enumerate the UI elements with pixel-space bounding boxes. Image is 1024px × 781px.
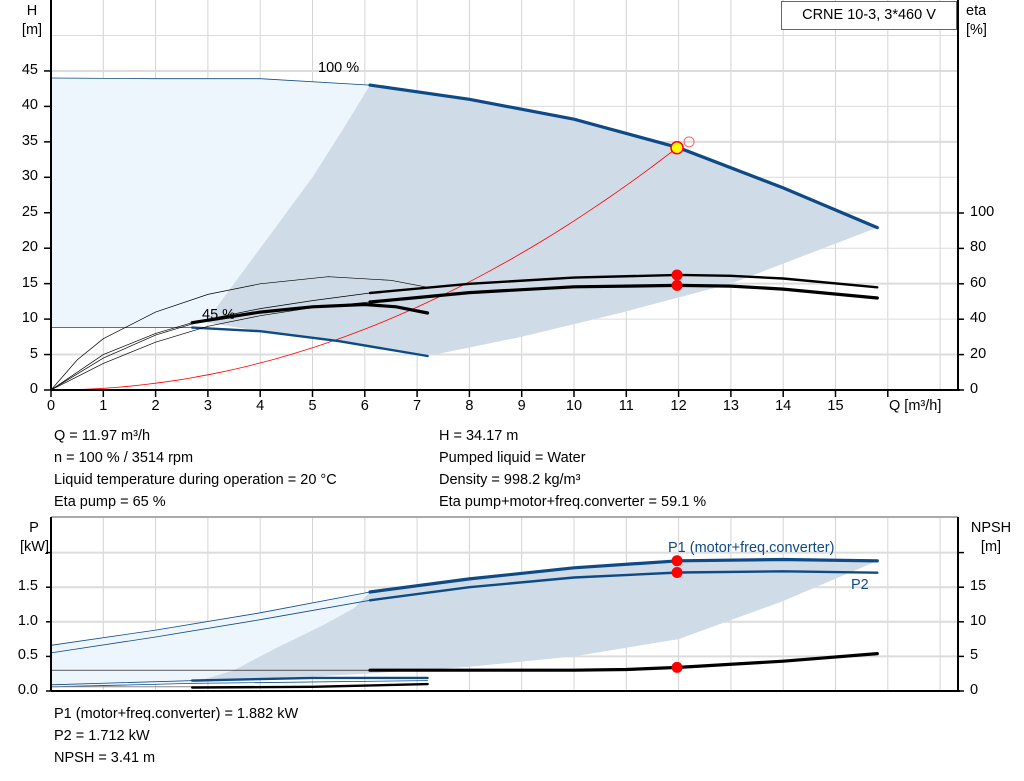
p-tick-label: 1.0: [17, 612, 38, 629]
npsh-tick-label: 0: [970, 682, 979, 698]
h-tick-label: 25: [21, 203, 38, 220]
x-tick-label: 6: [360, 398, 369, 414]
x-tick-label: 14: [775, 398, 792, 414]
curve-h100: [368, 83, 879, 230]
operating-point-head: [670, 140, 684, 155]
operating-point-eta-total: [671, 279, 683, 291]
x-tick-label: 0: [46, 398, 56, 414]
info-temperature: Liquid temperature during operation = 20…: [54, 472, 337, 488]
x-tick-label: 2: [151, 398, 160, 414]
curve-p2: [368, 570, 879, 602]
q-axis-label: Q [m³/h]: [889, 398, 942, 414]
curve-h45: [190, 326, 429, 358]
curve-p2_45: [50, 680, 429, 688]
info-npsh: NPSH = 3.41 m: [54, 750, 156, 766]
eta-tick-label: 40: [970, 310, 987, 327]
eta-tick-label: 100: [970, 204, 995, 220]
operating-region-dark: [207, 85, 878, 356]
h-tick-label: 45: [21, 61, 38, 78]
curve-p1_thin: [50, 591, 371, 646]
p-tick-label: 0.5: [17, 647, 38, 664]
npsh-tick-label: 5: [970, 647, 979, 664]
x-tick-label: 7: [413, 398, 422, 414]
pump-title-box: CRNE 10-3, 3*460 V: [781, 1, 957, 30]
x-tick-label: 10: [565, 398, 583, 414]
eta-axis-label-text: eta [%]: [966, 3, 987, 38]
curve-h100_thin: [50, 77, 371, 86]
npsh-tick-label: 15: [970, 578, 987, 595]
x-tick-label: 9: [517, 398, 526, 414]
npsh-tick-label: 10: [970, 612, 987, 629]
h-tick-label: 40: [21, 97, 38, 114]
curve-p1: [368, 557, 879, 594]
curve-p1_45: [190, 676, 429, 682]
system-curve: [50, 146, 679, 391]
operating-point-npsh: [671, 661, 683, 673]
eta-axis-label: eta [%]: [966, 2, 987, 40]
power-region-dark: [192, 559, 878, 683]
x-tick-label: 1: [99, 398, 108, 414]
x-tick-label: 15: [827, 398, 844, 414]
x-tick-label: 5: [308, 398, 317, 414]
h-tick-label: 35: [21, 132, 38, 149]
info-density: Density = 998.2 kg/m³: [439, 472, 581, 488]
info-head: H = 34.17 m: [439, 428, 519, 444]
label-100-percent: 100 %: [318, 60, 360, 76]
p-tick-label: 0.0: [17, 682, 38, 698]
curve-npsh: [368, 651, 879, 672]
eta-tick-label: 0: [970, 381, 979, 397]
curve-eta45_thin: [50, 276, 428, 391]
info-eta-pump: Eta pump = 65 %: [54, 494, 166, 510]
curve-eta45_ext: [50, 322, 193, 391]
h-tick-label: 15: [21, 274, 38, 291]
p-tick-label: 1.5: [17, 578, 38, 595]
h-tick-label: 5: [29, 345, 38, 362]
x-tick-label: 3: [203, 398, 212, 414]
npsh-axis-label-text: NPSH [m]: [970, 520, 1012, 555]
h-tick-label: 10: [21, 310, 38, 327]
curve-eta45: [190, 302, 430, 325]
x-tick-label: 8: [465, 398, 474, 414]
operating-point-p1: [671, 555, 683, 567]
h-tick-label: 20: [21, 239, 38, 256]
label-45-percent: 45 %: [202, 307, 236, 323]
h-tick-label: 30: [21, 168, 38, 185]
info-flow: Q = 11.97 m³/h: [54, 428, 151, 444]
info-right: H = 34.17 m Pumped liquid = Water Densit…: [439, 425, 706, 513]
label-p2: P2: [851, 577, 869, 593]
h-tick-label: 0: [29, 381, 38, 397]
eta-tick-label: 60: [970, 274, 987, 291]
curve-npsh45: [190, 682, 429, 689]
info-left: Q = 11.97 m³/h n = 100 % / 3514 rpm Liqu…: [54, 425, 337, 513]
npsh-axis-label: NPSH [m]: [966, 519, 1016, 557]
x-tick-label: 13: [722, 398, 739, 414]
info-bottom: P1 (motor+freq.converter) = 1.882 kW P2 …: [54, 703, 298, 769]
p-axis-label-text: P [kW]: [20, 520, 49, 555]
x-tick-label: 11: [618, 398, 634, 414]
operating-point-p2: [671, 567, 683, 579]
info-p2: P2 = 1.712 kW: [54, 728, 150, 744]
curve-p1_45_thin: [50, 680, 193, 686]
power-region-light: [51, 592, 370, 687]
p-axis-label: P [kW]: [20, 519, 49, 557]
info-speed: n = 100 % / 3514 rpm: [54, 450, 194, 466]
setpoint-marker: [683, 136, 695, 148]
label-p1: P1 (motor+freq.converter): [668, 540, 835, 556]
h-axis-label-text: H [m]: [21, 3, 43, 38]
eta-tick-label: 20: [970, 345, 987, 362]
operating-point-eta-pump: [671, 269, 683, 281]
x-tick-label: 4: [256, 398, 265, 414]
curve-p2_thin: [50, 599, 371, 654]
x-tick-label: 12: [670, 398, 687, 414]
eta-tick-label: 80: [970, 239, 987, 256]
info-eta-total: Eta pump+motor+freq.converter = 59.1 %: [439, 494, 707, 510]
min-max-speed-region-light: [51, 78, 370, 328]
info-liquid: Pumped liquid = Water: [439, 450, 586, 466]
h-axis-label: H [m]: [20, 2, 44, 40]
info-p1: P1 (motor+freq.converter) = 1.882 kW: [54, 706, 299, 722]
